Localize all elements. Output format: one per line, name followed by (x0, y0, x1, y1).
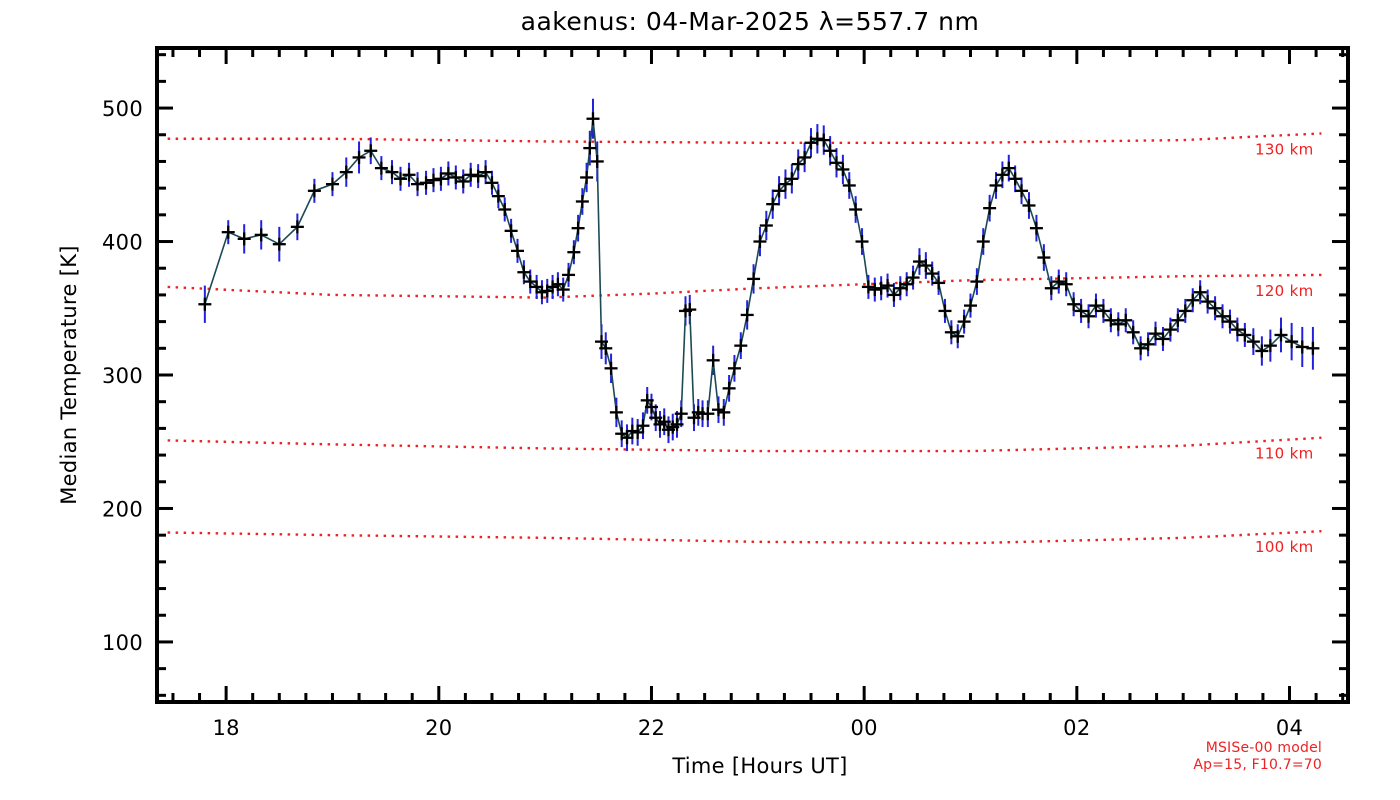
reference-line-label: 110 km (1255, 445, 1314, 463)
msis-reference-lines (167, 132, 1322, 545)
reference-line-label: 100 km (1255, 538, 1314, 556)
xtick-label: 02 (1063, 716, 1090, 740)
axis-text-layer: 100 200 300 400 500 18 20 22 00 02 04 130 km 120 km 1… (57, 7, 1322, 778)
reference-line-100-km (167, 529, 1322, 545)
x-axis-label: Time [Hours UT] (671, 754, 847, 778)
data-series-layer (198, 98, 1320, 452)
reference-line-label: 120 km (1255, 282, 1314, 300)
reference-line-120-km (167, 273, 1322, 299)
reference-line-130-km (167, 132, 1322, 144)
xtick-label: 18 (212, 716, 239, 740)
xtick-label: 22 (638, 716, 665, 740)
xtick-label: 20 (425, 716, 452, 740)
plot-frame (155, 46, 1350, 704)
xtick-label: 00 (850, 716, 877, 740)
ytick-label: 400 (102, 231, 143, 255)
y-axis-label: Median Temperature [K] (57, 245, 81, 505)
ytick-label: 300 (102, 364, 143, 388)
reference-line-label: 130 km (1255, 140, 1314, 158)
plot-border (155, 46, 1350, 704)
ytick-label: 200 (102, 497, 143, 521)
reference-line-110-km (167, 436, 1322, 453)
ytick-label: 500 (102, 97, 143, 121)
page-title: aakenus: 04-Mar-2025 λ=557.7 nm (521, 7, 980, 36)
model-note-line1: MSISe-00 model (1206, 740, 1322, 756)
xtick-label: 04 (1276, 716, 1303, 740)
model-note-line2: Ap=15, F10.7=70 (1193, 757, 1322, 773)
axis-ticks (157, 48, 1348, 702)
ytick-label: 100 (102, 631, 143, 655)
